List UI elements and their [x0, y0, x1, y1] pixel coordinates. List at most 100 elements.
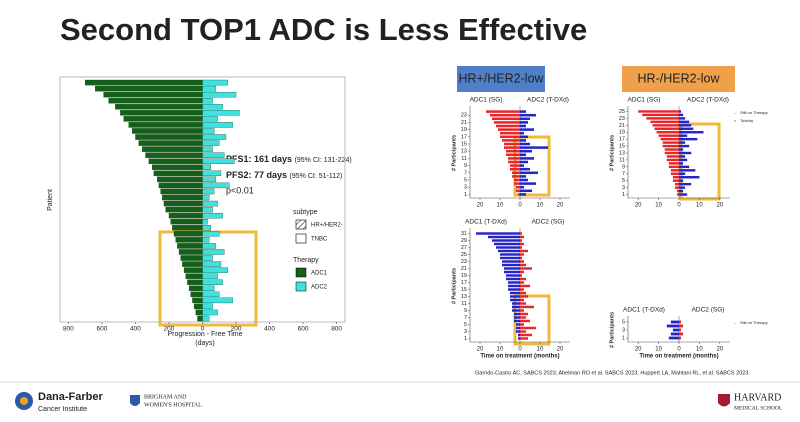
y-tick-label: 11 — [461, 156, 467, 162]
bar — [516, 330, 520, 333]
bar — [679, 176, 700, 179]
series-label: ADC1 (SG) — [628, 97, 661, 104]
bar — [664, 148, 679, 151]
legend-label: TNBC — [311, 237, 328, 243]
bar — [520, 178, 528, 182]
x-axis-label: Time on treatment (months) — [480, 354, 559, 360]
bar — [679, 134, 688, 137]
series-label: ADC2 (T-DXd) — [527, 97, 569, 104]
bar — [202, 237, 210, 243]
bar — [520, 139, 526, 142]
logo-text: BRIGHAM AND — [144, 394, 187, 400]
bar — [520, 167, 530, 171]
bar — [660, 137, 679, 141]
bar — [670, 320, 679, 324]
y-tick-label: 15 — [461, 287, 467, 293]
y-tick-label: 7 — [464, 315, 467, 321]
bar — [520, 291, 526, 295]
bar — [679, 328, 682, 332]
pfs1-ci: (95% CI: 131-224) — [295, 157, 352, 164]
bar — [520, 246, 522, 249]
x-tick-label: 20 — [557, 347, 564, 353]
bar — [188, 285, 203, 291]
bar — [676, 193, 679, 196]
bar — [202, 122, 233, 128]
bar — [123, 116, 203, 122]
bar — [638, 110, 679, 113]
bar — [178, 249, 203, 255]
bar — [520, 274, 522, 277]
bar — [202, 225, 212, 231]
bar — [520, 277, 526, 281]
bar — [508, 288, 520, 291]
bar — [679, 155, 686, 158]
y-axis-label: Patient — [47, 189, 54, 211]
bar — [662, 144, 679, 148]
bar — [679, 158, 688, 162]
legend-marker: → — [733, 110, 737, 115]
bar — [202, 267, 228, 273]
bar — [131, 128, 203, 134]
bar — [202, 285, 215, 291]
legend-label: ADC1 — [311, 271, 328, 277]
bar — [520, 164, 524, 167]
legend-swatch — [295, 219, 307, 230]
bar — [202, 261, 222, 267]
bar — [496, 124, 520, 128]
logo-text: MEDICAL SCHOOL — [734, 405, 783, 411]
bar — [500, 135, 520, 139]
bar — [520, 256, 522, 260]
bar — [496, 246, 520, 249]
y-tick-label: 17 — [461, 134, 467, 140]
bar — [145, 152, 203, 158]
bar — [674, 186, 679, 189]
x-tick-label: 20 — [477, 203, 484, 209]
bar — [175, 237, 203, 243]
bar — [679, 110, 682, 113]
y-tick-label: 29 — [461, 238, 467, 244]
bar — [520, 305, 534, 309]
bar — [165, 206, 203, 213]
legend-swatch — [295, 267, 307, 278]
bar — [506, 277, 520, 281]
bar — [508, 157, 520, 160]
bar — [514, 182, 520, 185]
series-label: ADC2 (SG) — [532, 219, 565, 226]
y-tick-label: 9 — [464, 163, 467, 169]
series-label: ADC2 (SG) — [692, 307, 725, 314]
y-tick-label: 25 — [619, 109, 625, 115]
bar — [652, 124, 679, 127]
bar — [108, 98, 203, 104]
bar — [670, 332, 679, 336]
bar — [202, 104, 223, 110]
bar — [679, 165, 690, 169]
logo-text: WOMEN'S HOSPITAL — [144, 402, 202, 408]
bar — [202, 170, 222, 177]
bar — [508, 284, 520, 288]
bar — [520, 302, 526, 305]
y-tick-label: 3 — [464, 329, 467, 335]
bar — [662, 141, 679, 144]
bar — [520, 333, 532, 337]
bar — [679, 127, 694, 130]
bar — [202, 79, 228, 86]
bar — [672, 179, 679, 182]
x-tick-label: 10 — [696, 203, 703, 209]
bar — [510, 295, 520, 298]
x-tick-label: 10 — [497, 203, 504, 209]
x-tick-label: 20 — [635, 347, 642, 353]
bar — [510, 291, 520, 295]
logo-text: HARVARD — [734, 392, 781, 403]
bar — [520, 330, 526, 333]
pfs2: PFS2: 77 days — [226, 170, 287, 180]
x-tick-label: 10 — [537, 347, 544, 353]
bar — [518, 337, 520, 340]
y-tick-label: 3 — [464, 185, 467, 191]
x-tick-label: 0 — [677, 347, 681, 353]
bar — [520, 171, 538, 175]
bar — [679, 336, 682, 340]
slide-title: Second TOP1 ADC is Less Effective — [60, 12, 587, 47]
y-tick-label: 15 — [461, 141, 467, 147]
bar — [138, 140, 203, 146]
bar — [500, 256, 520, 260]
